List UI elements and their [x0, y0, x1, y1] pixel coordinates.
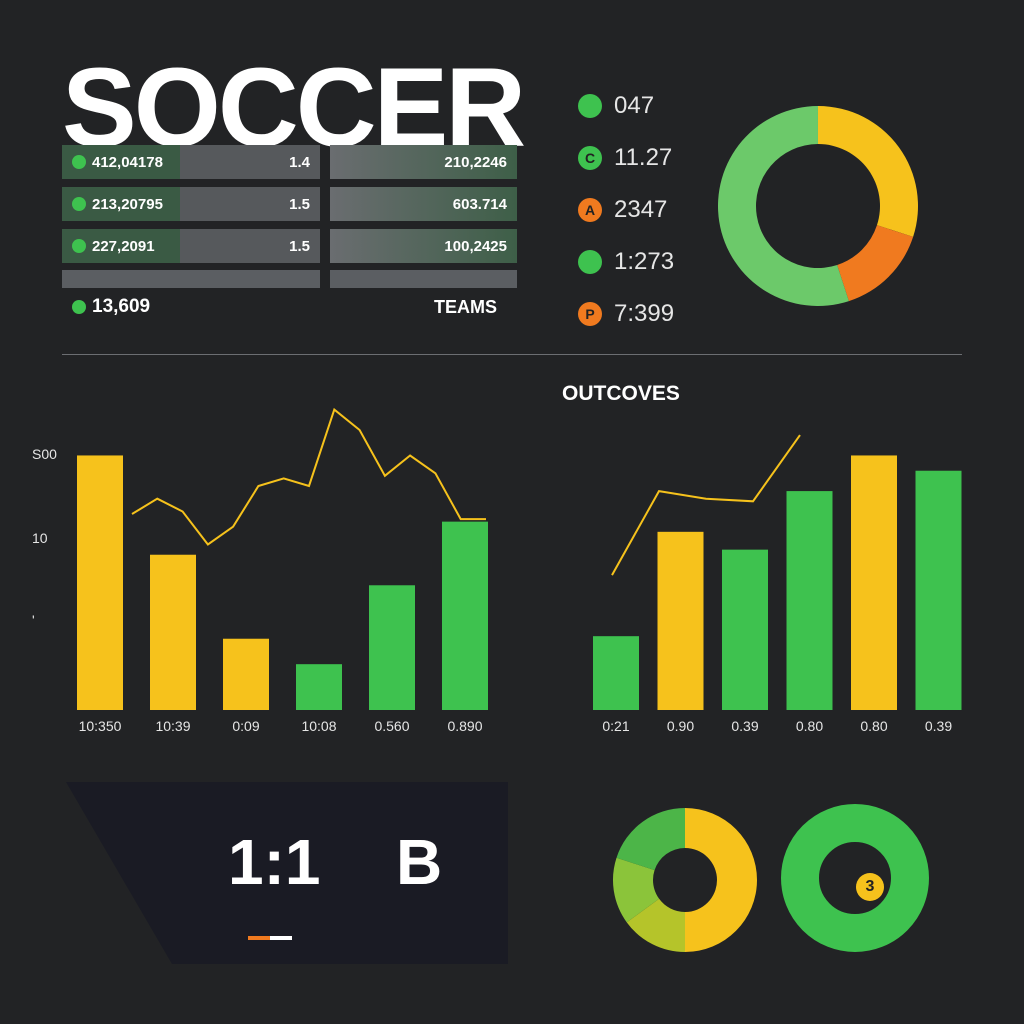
- x-tick-label: 0.560: [374, 718, 410, 734]
- divider: [62, 354, 962, 355]
- status-dot-icon: [72, 155, 86, 169]
- bar: [593, 636, 639, 710]
- table-row: 213,20795 1.5 603.714: [62, 187, 517, 221]
- stat-value-c: 210,2246: [330, 145, 517, 179]
- table-row: 227,2091 1.5 100,2425: [62, 229, 517, 263]
- x-tick-label: 0:21: [602, 718, 630, 734]
- legend-value: 2347: [614, 196, 668, 223]
- legend-value: 1:273: [614, 248, 675, 275]
- bar: [442, 521, 488, 710]
- donut-slice: [837, 225, 914, 302]
- series-line: [611, 434, 801, 576]
- legend-item: 047: [578, 80, 674, 132]
- empty-table-row: [62, 270, 517, 288]
- bar: [77, 455, 123, 710]
- status-dot-icon: [72, 197, 86, 211]
- x-tick-label: 0.90: [666, 718, 695, 734]
- stat-value-a: 412,04178: [92, 153, 163, 171]
- bar: [786, 491, 833, 710]
- status-dot-icon: [72, 239, 86, 253]
- teams-label: TEAMS: [434, 297, 497, 317]
- stat-value-a: 213,20795: [92, 195, 163, 213]
- legend-item: A 2347: [578, 184, 674, 236]
- bar: [296, 664, 342, 710]
- y-tick-label: 10: [32, 530, 48, 546]
- team-label: B: [396, 826, 443, 898]
- donut-slice: [781, 804, 929, 952]
- series-line: [131, 407, 486, 546]
- donut-slice: [613, 857, 660, 923]
- outcomes-title: OUTCOVES: [562, 382, 680, 405]
- legend-value: 047: [614, 92, 655, 119]
- bar: [150, 554, 196, 710]
- score-value: 1:1: [228, 826, 321, 898]
- bar: [722, 549, 768, 710]
- legend-value: 11.27: [614, 144, 673, 171]
- bar: [851, 455, 897, 710]
- person-icon: [578, 94, 602, 118]
- bar: [657, 531, 704, 710]
- bar: [223, 638, 269, 710]
- donut-slice: [818, 106, 918, 237]
- x-tick-label: 0:09: [232, 718, 260, 734]
- a-circle-icon: A: [578, 198, 602, 222]
- donut-center-label: 3: [856, 873, 884, 901]
- y-tick-label: S00: [32, 446, 57, 462]
- stat-value-b: 1.5: [180, 187, 320, 221]
- x-tick-label: 0.39: [924, 718, 953, 734]
- x-tick-label: 0.80: [860, 718, 888, 734]
- total-value: 13,609: [92, 296, 151, 317]
- stat-value-c: 100,2425: [330, 229, 517, 263]
- donut-slice: [717, 106, 849, 307]
- donut-slice: [626, 898, 685, 952]
- score-underline-white: [270, 936, 292, 940]
- stat-value-a: 227,2091: [92, 237, 155, 255]
- stat-value-c: 603.714: [330, 187, 517, 221]
- bar: [369, 585, 415, 710]
- x-tick-label: 0.39: [731, 718, 759, 734]
- bar: [915, 470, 962, 710]
- stat-value-b: 1.4: [180, 145, 320, 179]
- table-row: 412,04178 1.4 210,2246: [62, 145, 517, 179]
- x-tick-label: 10:350: [78, 718, 122, 734]
- c-circle-icon: C: [578, 146, 602, 170]
- stats-table: 412,04178 1.4 210,2246 213,20795 1.5 603…: [62, 145, 517, 271]
- x-tick-label: 10:08: [301, 718, 337, 734]
- status-dot-icon: [72, 300, 86, 314]
- page-title: SOCCER: [62, 45, 526, 170]
- person-icon: [578, 250, 602, 274]
- score-panel: [66, 782, 508, 964]
- donut-slice: [616, 808, 685, 871]
- y-tick-label: ': [32, 612, 35, 628]
- x-tick-label: 0.80: [795, 718, 824, 734]
- legend-list: 047 C 11.27 A 2347 1:273 P 7:399: [578, 80, 674, 340]
- stat-value-b: 1.5: [180, 229, 320, 263]
- score-underline-orange: [248, 936, 270, 940]
- total-stat: 13,609: [72, 296, 150, 318]
- legend-value: 7:399: [614, 300, 675, 327]
- legend-item: 1:273: [578, 236, 674, 288]
- legend-item: C 11.27: [578, 132, 674, 184]
- x-tick-label: 0.890: [447, 718, 483, 734]
- legend-item: P 7:399: [578, 288, 674, 340]
- p-circle-icon: P: [578, 302, 602, 326]
- donut-slice: [685, 808, 758, 952]
- x-tick-label: 10:39: [155, 718, 191, 734]
